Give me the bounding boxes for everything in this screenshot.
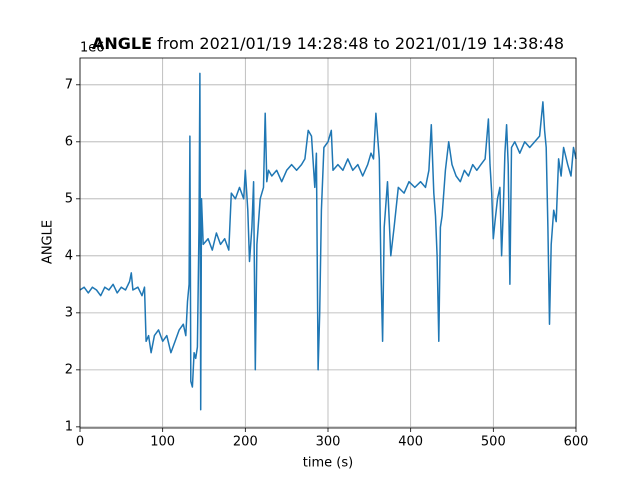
y-tick-label: 3 — [65, 305, 73, 320]
data-line — [79, 72, 577, 411]
y-offset-label: 1e6 — [80, 41, 105, 56]
x-tick-label: 500 — [481, 435, 506, 450]
x-tick-label: 0 — [76, 435, 84, 450]
y-tick-label: 5 — [65, 191, 73, 206]
y-tick-label: 6 — [65, 134, 73, 149]
y-tick-label: 2 — [65, 362, 73, 377]
title-range: from 2021/01/19 14:28:48 to 2021/01/19 1… — [157, 34, 564, 53]
x-tick-label: 300 — [316, 435, 341, 450]
y-axis-label: ANGLE — [41, 220, 56, 264]
y-tick-label: 4 — [65, 248, 73, 263]
x-tick-label: 400 — [398, 435, 423, 450]
x-tick-label: 600 — [564, 435, 589, 450]
x-axis-label: time (s) — [303, 456, 353, 471]
plot-frame — [79, 57, 577, 429]
y-tick-label: 7 — [65, 77, 73, 92]
title-variable: ANGLE — [92, 34, 152, 53]
x-tick-label: 100 — [150, 435, 175, 450]
y-tick-label: 1 — [65, 419, 73, 434]
chart-title: ANGLE from 2021/01/19 14:28:48 to 2021/0… — [92, 34, 564, 53]
x-tick-label: 200 — [233, 435, 258, 450]
